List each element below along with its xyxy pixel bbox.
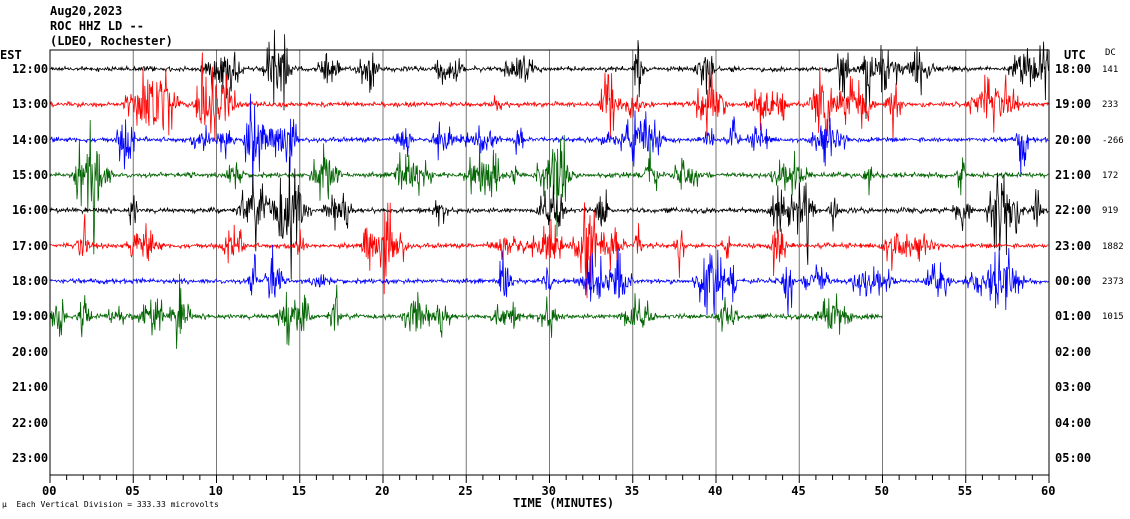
- est-hour-label: 16:00: [12, 203, 49, 218]
- utc-hour-label: 00:00: [1055, 274, 1092, 289]
- x-tick-label: 20: [375, 484, 390, 498]
- x-tick-label: 60: [1041, 484, 1056, 498]
- dc-title: DC: [1105, 48, 1116, 58]
- utc-hour-label: 21:00: [1055, 168, 1092, 183]
- est-hour-label: 13:00: [12, 97, 49, 112]
- seismic-trace: [49, 93, 1049, 193]
- x-axis-title: TIME (MINUTES): [513, 496, 615, 510]
- est-hour-label: 15:00: [12, 168, 49, 183]
- x-tick-label: 55: [957, 484, 973, 498]
- seismic-trace: [49, 29, 1049, 120]
- x-tick-label: 10: [208, 484, 223, 498]
- dc-offset-label: 1882: [1102, 241, 1124, 252]
- dc-offset-label: 1015: [1102, 312, 1124, 323]
- utc-hour-label: 19:00: [1055, 97, 1092, 112]
- seismic-trace: [49, 52, 1049, 142]
- utc-hour-label: 05:00: [1055, 450, 1092, 465]
- seismic-trace: [49, 273, 883, 349]
- x-tick-label: 05: [125, 484, 140, 498]
- est-hour-label: 18:00: [12, 274, 49, 289]
- est-hour-label: 12:00: [12, 62, 49, 76]
- dc-offset-label: 233: [1102, 100, 1119, 111]
- seismic-trace: [49, 156, 1049, 280]
- x-tick-label: 30: [541, 484, 556, 498]
- dc-offset-label: -266: [1102, 135, 1124, 146]
- seismic-trace: [49, 119, 1049, 255]
- x-tick-label: 00: [42, 484, 57, 498]
- x-tick-label: 35: [624, 484, 640, 498]
- scale-note: µ Each Vertical Division = 333.33 microv…: [2, 500, 219, 509]
- dc-offset-label: 919: [1102, 206, 1119, 217]
- dc-offset-label: 2373: [1102, 277, 1124, 288]
- dc-offset-label: 141: [1102, 65, 1119, 75]
- utc-hour-label: 04:00: [1055, 415, 1092, 430]
- mu-icon: µ: [2, 500, 7, 509]
- seismic-trace: [49, 202, 1049, 299]
- network-label: (LDEO, Rochester): [50, 34, 173, 48]
- utc-hour-label: 20:00: [1055, 132, 1092, 147]
- x-tick-label: 40: [708, 484, 723, 498]
- plot-frame: [49, 49, 1050, 476]
- x-tick-label: 25: [458, 484, 473, 498]
- utc-hour-label: 22:00: [1055, 203, 1092, 218]
- est-hour-label: 14:00: [12, 132, 49, 147]
- utc-hour-label: 23:00: [1055, 238, 1092, 253]
- station-label: ROC HHZ LD --: [50, 19, 144, 33]
- utc-hour-label: 02:00: [1055, 344, 1092, 359]
- est-hour-label: 21:00: [12, 380, 49, 395]
- est-title: EST: [0, 48, 22, 62]
- est-hour-label: 20:00: [12, 344, 49, 359]
- x-tick-label: 45: [791, 484, 806, 498]
- est-hour-label: 19:00: [12, 309, 49, 324]
- utc-hour-label: 03:00: [1055, 380, 1092, 395]
- x-tick-label: 15: [291, 484, 307, 498]
- est-hour-label: 17:00: [12, 238, 49, 253]
- est-hour-label: 23:00: [12, 450, 49, 465]
- x-tick-label: 50: [874, 484, 889, 498]
- seismic-trace: [49, 244, 1049, 316]
- date-label: Aug20,2023: [50, 4, 123, 18]
- utc-hour-label: 01:00: [1055, 309, 1092, 324]
- est-hour-label: 22:00: [12, 415, 49, 430]
- dc-offset-label: 172: [1102, 171, 1119, 182]
- utc-hour-label: 18:00: [1055, 62, 1092, 76]
- utc-title: UTC: [1064, 48, 1086, 62]
